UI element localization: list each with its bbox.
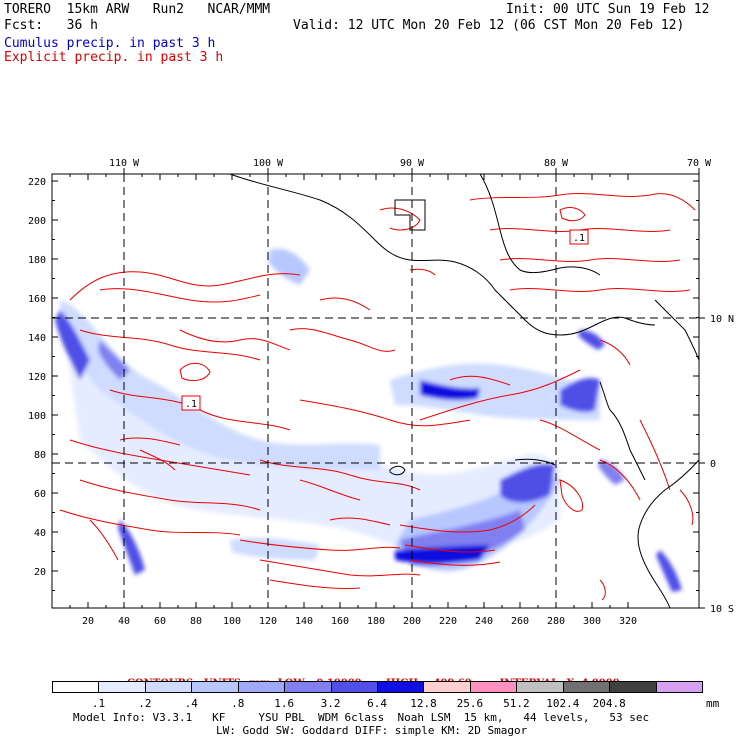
- physics-info: LW: Godd SW: Goddard DIFF: simple KM: 2D…: [216, 724, 528, 737]
- graticule: [52, 174, 699, 608]
- colorbar-swatch: [423, 681, 471, 693]
- x-tick-label: 320: [619, 616, 637, 627]
- x-tick-label: 20: [82, 616, 94, 627]
- y-tick-label: 120: [28, 372, 46, 383]
- colorbar-swatch: [516, 681, 564, 693]
- y-tick-label: 200: [28, 216, 46, 227]
- x-tick-label: 220: [439, 616, 457, 627]
- colorbar-swatch: [469, 681, 518, 693]
- axis-ticks: [52, 168, 705, 609]
- x-tick-label: 140: [295, 616, 313, 627]
- latitude-label: 0: [710, 459, 716, 470]
- colorbar-swatch: [98, 681, 146, 693]
- x-tick-label: 100: [223, 616, 241, 627]
- colorbar-swatch: [377, 681, 425, 693]
- valid-time: Valid: 12 UTC Mon 20 Feb 12 (06 CST Mon …: [293, 18, 685, 33]
- colorbar-label: 1.6: [274, 697, 295, 710]
- colorbar-label: 12.8: [410, 697, 437, 710]
- colorbar-label: 102.4: [546, 697, 580, 710]
- colorbar-swatch: [284, 681, 332, 693]
- x-tick-label: 40: [118, 616, 130, 627]
- colorbar-swatch: [562, 681, 611, 693]
- cumulus-precip-field: [55, 248, 682, 592]
- latitude-label: 10 S: [710, 604, 734, 615]
- colorbar-label: 3.2: [320, 697, 341, 710]
- explicit-precip-contours: [59, 193, 696, 601]
- y-tick-label: 40: [34, 528, 46, 539]
- x-tick-label: 60: [154, 616, 166, 627]
- model-title: TORERO 15km ARW Run2 NCAR/MMM: [4, 2, 271, 17]
- y-tick-label: 220: [28, 177, 46, 188]
- y-tick-label: 160: [28, 294, 46, 305]
- colorbar-label: .8: [231, 697, 245, 710]
- colorbar-swatch: [191, 681, 239, 693]
- x-tick-label: 280: [547, 616, 565, 627]
- longitude-label: 80 W: [544, 158, 569, 169]
- x-tick-label: 180: [367, 616, 385, 627]
- init-time: Init: 00 UTC Sun 19 Feb 12: [506, 2, 710, 17]
- colorbar-swatch: [144, 681, 193, 693]
- colorbar-label: 6.4: [367, 697, 387, 710]
- colorbar-swatch: [52, 681, 100, 693]
- low-markers: .1 .1: [181, 229, 589, 411]
- colorbar-swatch: [655, 681, 703, 693]
- longitude-label: 100 W: [253, 158, 284, 169]
- colorbar-label: 51.2: [503, 697, 530, 710]
- y-tick-label: 80: [34, 450, 46, 461]
- forecast-hour: Fcst: 36 h: [4, 18, 98, 33]
- model-info: Model Info: V3.3.1 KF YSU PBL WDM 6class…: [73, 711, 650, 724]
- x-tick-label: 160: [331, 616, 349, 627]
- x-tick-label: 240: [475, 616, 493, 627]
- colorbar-label: .4: [184, 697, 198, 710]
- axis-labels: 220 200 180 160 140 120 100 80 60 40 20 20 40 60 80 100…: [28, 158, 734, 627]
- box-label: .1: [185, 399, 197, 410]
- colorbar-label: 25.6: [456, 697, 484, 710]
- colorbar-label: .1: [91, 697, 106, 710]
- latitude-label: 10 N: [710, 314, 734, 325]
- x-tick-label: 260: [511, 616, 529, 627]
- coastlines: [229, 174, 699, 608]
- longitude-label: 110 W: [109, 158, 140, 169]
- colorbar-label: .2: [138, 697, 152, 710]
- y-tick-label: 180: [28, 255, 46, 266]
- box-label: .1: [573, 233, 585, 244]
- cumulus-legend: Cumulus precip. in past 3 h: [4, 36, 216, 51]
- colorbar-label: 204.8: [592, 697, 626, 710]
- explicit-legend: Explicit precip. in past 3 h: [4, 50, 224, 65]
- x-tick-label: 300: [583, 616, 601, 627]
- y-tick-label: 100: [28, 411, 46, 422]
- longitude-label: 90 W: [400, 158, 425, 169]
- x-tick-label: 200: [403, 616, 421, 627]
- colorbar-swatch: [330, 681, 378, 693]
- y-tick-label: 20: [34, 567, 46, 578]
- y-tick-label: 140: [28, 333, 46, 344]
- colorbar-unit: mm: [706, 697, 720, 710]
- colorbar-swatch: [609, 681, 657, 693]
- colorbar-swatch: [237, 681, 286, 693]
- x-tick-label: 120: [259, 616, 277, 627]
- y-tick-label: 60: [34, 489, 46, 500]
- longitude-label: 70 W: [687, 158, 712, 169]
- x-tick-label: 80: [190, 616, 202, 627]
